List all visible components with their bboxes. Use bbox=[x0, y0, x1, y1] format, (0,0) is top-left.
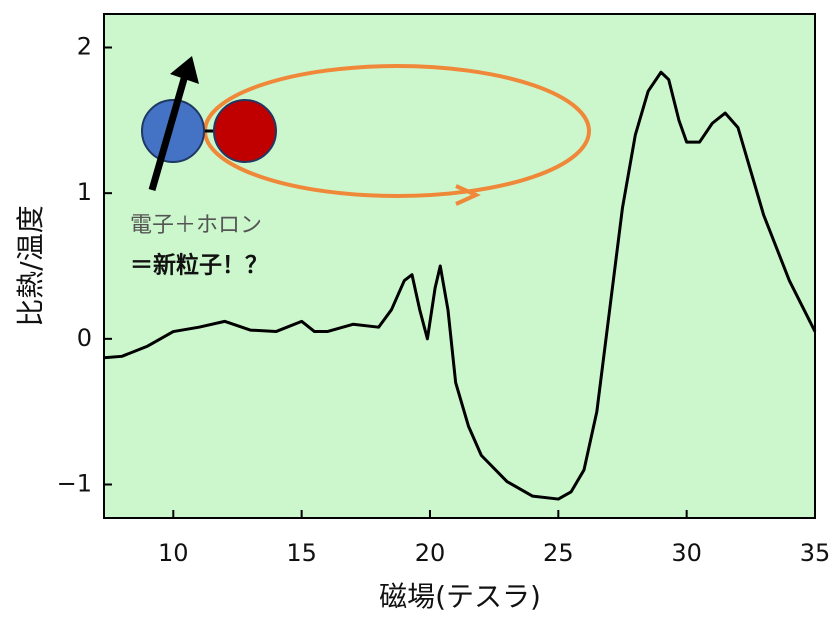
x-tick-label: 35 bbox=[800, 539, 831, 567]
y-tick-label: −1 bbox=[57, 469, 92, 497]
x-axis-label: 磁場(テスラ) bbox=[379, 580, 541, 613]
y-tick-label: 0 bbox=[77, 324, 92, 352]
x-tick-label: 30 bbox=[671, 539, 702, 567]
x-tick-label: 20 bbox=[415, 539, 446, 567]
x-tick-label: 10 bbox=[158, 539, 189, 567]
y-tick-label: 2 bbox=[77, 33, 92, 61]
x-tick-label: 15 bbox=[286, 539, 317, 567]
holon bbox=[214, 100, 276, 162]
y-axis-label: 比熱/温度 bbox=[14, 205, 47, 326]
annotation: ＝新粒子！？ bbox=[130, 252, 268, 279]
annotation: 電子＋ホロン bbox=[130, 213, 262, 238]
chart: 電子＋ホロン ＝新粒子！？ 磁場(テスラ) 比熱/温度 101520253035… bbox=[0, 0, 834, 616]
x-tick-label: 25 bbox=[543, 539, 574, 567]
y-tick-label: 1 bbox=[77, 178, 92, 206]
